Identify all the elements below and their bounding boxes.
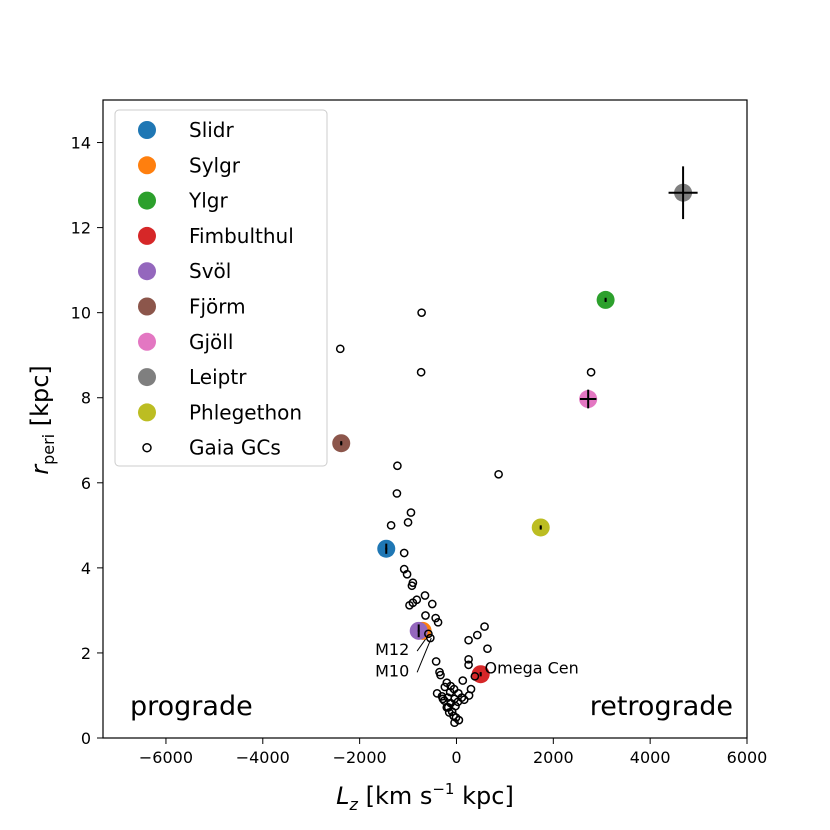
- gc-point: [431, 613, 441, 623]
- y-tick-label: 6: [81, 474, 91, 493]
- legend-label: Fimbulthul: [189, 224, 294, 248]
- annotation-m12: M12: [375, 640, 409, 659]
- legend-label: Phlegethon: [189, 400, 302, 424]
- gc-point: [438, 694, 448, 704]
- annotation-omega-cen: Omega Cen: [485, 658, 579, 677]
- legend-label: Gaia GCs: [189, 436, 281, 460]
- gc-point: [436, 670, 445, 680]
- x-tick-label: −4000: [236, 748, 290, 767]
- legend-marker-leiptr: [138, 368, 156, 387]
- gc-point: [494, 469, 503, 479]
- legend-marker-phlegethon: [138, 403, 156, 422]
- gc-point: [427, 599, 437, 609]
- x-tick-label: −2000: [333, 748, 387, 767]
- y-tick-label: 14: [71, 134, 91, 153]
- gc-point: [420, 591, 430, 600]
- gc-point: [458, 676, 468, 685]
- legend-frame: [114, 109, 328, 467]
- legend-marker-svöl: [138, 262, 156, 281]
- annotation-connector: [416, 637, 432, 673]
- gc-point: [440, 682, 450, 692]
- gc-point: [407, 581, 417, 591]
- legend-label: Svöl: [189, 259, 231, 283]
- gc-point: [433, 617, 443, 627]
- gc-point: [393, 461, 402, 471]
- legend-label: Slidr: [189, 118, 235, 142]
- y-tick-label: 0: [81, 729, 91, 748]
- legend-marker-sylgr: [138, 156, 156, 175]
- x-axis-label: Lz [km s−1 kpc]: [336, 780, 514, 814]
- gc-point: [442, 703, 452, 712]
- region-label-retrograde: retrograde: [590, 691, 733, 722]
- gc-point: [417, 308, 426, 318]
- gc-point: [399, 548, 409, 558]
- legend-marker-slidr: [138, 121, 156, 139]
- annotation-m10: M10: [375, 661, 409, 680]
- gc-point: [408, 598, 418, 608]
- y-axis-label: rperi [kpc]: [26, 365, 58, 475]
- gc-point: [386, 520, 396, 530]
- region-label-prograde: prograde: [130, 691, 253, 722]
- x-tick-label: 0: [451, 748, 461, 767]
- plot-area: M12 M10 Omega Cen: [332, 166, 698, 728]
- gc-point: [425, 633, 435, 643]
- gc-point: [483, 644, 492, 654]
- legend-label: Fjörm: [189, 295, 246, 319]
- gc-point: [453, 697, 463, 707]
- y-tick-label: 2: [81, 644, 91, 663]
- gc-point: [450, 718, 459, 728]
- legend-label: Ylgr: [188, 189, 228, 213]
- axis-ticks: −6000 −4000 −2000 0 2000 4000 6000 0 2 4 6 8 10 12 14: [71, 134, 768, 767]
- legend-marker-ylgr: [138, 191, 156, 210]
- gc-point: [392, 489, 402, 498]
- y-tick-label: 12: [71, 219, 91, 238]
- y-tick-label: 4: [81, 559, 91, 578]
- legend-marker-gjöll: [138, 332, 156, 351]
- gc-point: [464, 635, 473, 645]
- gc-point: [472, 630, 482, 640]
- x-tick-label: 6000: [727, 748, 768, 767]
- x-tick-label: −6000: [139, 748, 193, 767]
- legend: Slidr Sylgr Ylgr Fimbulthul Svöl Fjörm Gjöll Le…: [114, 109, 328, 467]
- legend-marker-fimbulthul: [138, 226, 156, 245]
- legend-label: Sylgr: [189, 153, 241, 177]
- legend-label: Gjöll: [189, 330, 233, 354]
- legend-marker-fjörm: [138, 297, 156, 316]
- y-tick-label: 8: [81, 389, 91, 408]
- gc-point: [421, 611, 430, 620]
- gc-point: [431, 657, 441, 666]
- gc-point: [466, 684, 476, 694]
- y-tick-label: 10: [71, 304, 91, 323]
- gc-point: [335, 344, 345, 354]
- gc-point: [480, 622, 489, 631]
- gc-point: [416, 367, 426, 377]
- gc-point: [406, 508, 416, 517]
- x-tick-label: 2000: [533, 748, 574, 767]
- gc-point: [402, 569, 412, 579]
- gc-point: [586, 367, 596, 377]
- gc-point: [424, 629, 433, 639]
- x-tick-label: 4000: [630, 748, 671, 767]
- gc-point: [464, 654, 473, 664]
- axes-frame: [102, 99, 748, 739]
- gc-point: [470, 671, 480, 681]
- legend-label: Leiptr: [189, 365, 247, 389]
- legend-marker-gaia-gcs: [142, 442, 152, 453]
- gc-point: [464, 660, 473, 670]
- gc-point: [403, 518, 413, 527]
- gc-point: [454, 715, 464, 725]
